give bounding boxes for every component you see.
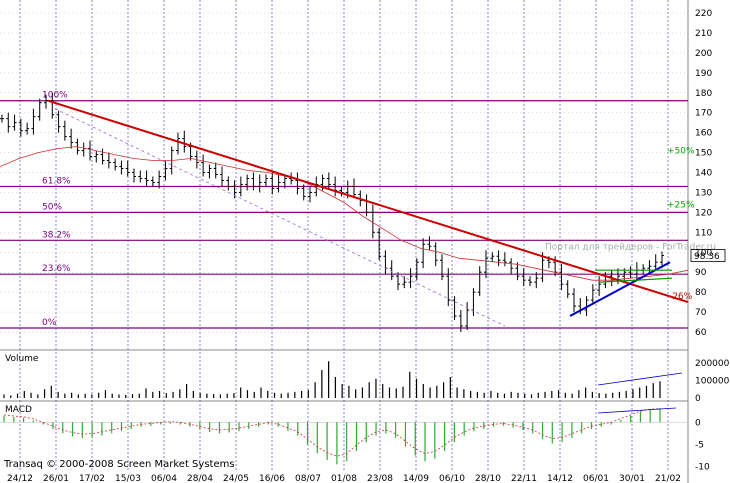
y-tick-label: 220 — [695, 9, 712, 19]
x-tick-label: 16/06 — [259, 474, 285, 483]
macd-title: MACD — [5, 405, 32, 415]
y-tick-label: 100 — [695, 248, 712, 258]
watermark-text: Портал для трейдеров - ForTrader.ru — [545, 242, 716, 252]
last-price-value: 98.36 — [694, 252, 720, 262]
volume-title: Volume — [5, 354, 39, 364]
y-tick-label: 60 — [695, 328, 707, 338]
y-tick-label: 190 — [695, 69, 712, 79]
x-tick-label: 06/01 — [583, 474, 609, 483]
y-tick-label: 170 — [695, 109, 712, 119]
y-tick-label: 160 — [695, 129, 712, 139]
fib-level-label: 0% — [42, 318, 57, 328]
fib-level-label: 38.2% — [42, 230, 71, 240]
uptrend-line — [569, 261, 671, 317]
x-tick-label: 28/04 — [187, 474, 213, 483]
x-tick-label: 22/11 — [511, 474, 537, 483]
price-panel: 100% 61.8% 50% 38.2% 23.6% 0% +50% +25% -26% Порт… — [0, 91, 726, 332]
x-tick-label: 08/07 — [295, 474, 321, 483]
y-tick-label: 90 — [695, 268, 707, 278]
y-tick-label: 120 — [695, 208, 712, 218]
x-tick-label: 14/12 — [547, 474, 573, 483]
y-tick-label: 140 — [695, 169, 712, 179]
fib-level-label: 100% — [42, 91, 68, 101]
y-tick-label: 150 — [695, 149, 712, 159]
x-tick-label: 30/01 — [619, 474, 645, 483]
x-tick-label: 17/02 — [79, 474, 105, 483]
triangle-lower-line — [599, 277, 673, 283]
fib-level-label: 23.6% — [42, 264, 71, 274]
x-tick-label: 26/01 — [43, 474, 69, 483]
y-tick-label: 210 — [695, 29, 712, 39]
y-tick-label: 80 — [695, 288, 707, 298]
macd-tick-label: -5 — [695, 440, 704, 450]
grid — [0, 0, 689, 483]
x-tick-label: 15/03 — [115, 474, 141, 483]
macd-trend-line — [597, 407, 677, 414]
target-label: +50% — [667, 147, 695, 157]
last-price-box — [690, 249, 726, 262]
volume-panel: Volume — [3, 354, 683, 398]
x-tick-label: 28/10 — [475, 474, 501, 483]
volume-tick-label: 100000 — [695, 377, 730, 387]
axes: 60 70 80 90 100 110 120 130 140 150 160 170 180 190 20… — [3, 9, 730, 483]
downtrend-line — [47, 99, 689, 304]
x-tick-label: 24/12 — [7, 474, 33, 483]
x-tick-label: 23/08 — [367, 474, 393, 483]
y-tick-label: 130 — [695, 188, 712, 198]
macd-signal-line — [3, 408, 661, 457]
x-tick-label: 21/02 — [655, 474, 681, 483]
x-tick-label: 24/05 — [223, 474, 249, 483]
volume-tick-label: 200000 — [695, 359, 730, 369]
y-tick-label: 200 — [695, 49, 712, 59]
moving-average-line — [0, 146, 689, 281]
dashed-channel-line — [54, 108, 506, 327]
x-tick-label: 01/08 — [331, 474, 357, 483]
macd-panel: MACD — [0, 405, 688, 465]
macd-tick-label: 0 — [695, 418, 701, 428]
volume-tick-label: 0 — [695, 394, 701, 404]
x-tick-label: 06/10 — [439, 474, 465, 483]
fib-level-label: 50% — [42, 202, 62, 212]
copyright-text: Transaq © 2000-2008 Screen Market System… — [3, 459, 235, 470]
x-tick-label: 06/04 — [151, 474, 177, 483]
x-tick-label: 14/09 — [403, 474, 429, 483]
macd-tick-label: -10 — [695, 463, 710, 473]
volume-trend-line — [597, 372, 683, 386]
y-tick-label: 70 — [695, 308, 707, 318]
y-tick-label: 180 — [695, 89, 712, 99]
target-label: -26% — [669, 292, 693, 302]
y-tick-label: 110 — [695, 228, 712, 238]
fib-level-label: 61.8% — [42, 176, 71, 186]
target-label: +25% — [667, 200, 695, 210]
